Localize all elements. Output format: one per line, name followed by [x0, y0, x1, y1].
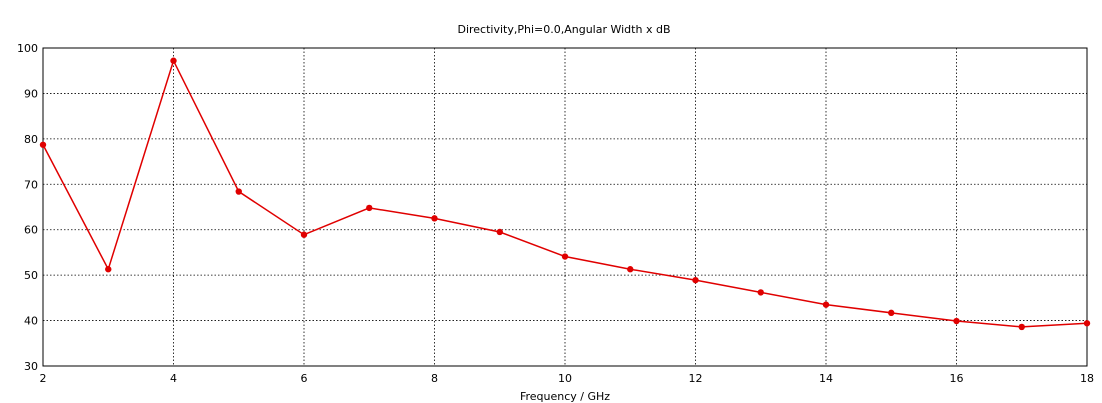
x-tick-label: 12 — [689, 372, 703, 385]
y-tick-label: 30 — [24, 360, 38, 373]
data-point — [105, 266, 112, 273]
y-tick-label: 90 — [24, 87, 38, 100]
y-tick-label: 80 — [24, 133, 38, 146]
x-tick-label: 14 — [819, 372, 833, 385]
x-axis-label: Frequency / GHz — [520, 390, 610, 403]
x-tick-label: 10 — [558, 372, 572, 385]
data-point — [1083, 320, 1091, 327]
data-point — [888, 309, 895, 317]
data-point — [692, 276, 699, 284]
data-point — [300, 231, 308, 238]
y-tick-labels: 30 40 50 60 70 80 90 100 — [17, 42, 38, 373]
x-tick-label: 2 — [40, 372, 47, 385]
data-point — [627, 266, 634, 273]
data-point — [953, 317, 960, 325]
y-tick-label: 100 — [17, 42, 38, 55]
data-point — [39, 141, 47, 148]
data-point — [366, 204, 373, 212]
x-tick-label: 6 — [301, 372, 308, 385]
data-point — [496, 228, 503, 236]
chart-title: Directivity,Phi=0.0,Angular Width x dB — [457, 23, 670, 36]
grid-lines — [43, 48, 1087, 366]
data-point — [235, 188, 242, 195]
x-tick-label: 8 — [431, 372, 438, 385]
data-point — [757, 289, 764, 296]
y-tick-label: 40 — [24, 315, 38, 328]
plot-area-frame — [42, 47, 1088, 367]
y-tick-label: 70 — [24, 178, 38, 191]
data-points — [39, 57, 1091, 331]
data-point — [822, 301, 830, 308]
x-tick-label: 16 — [950, 372, 964, 385]
data-point — [561, 253, 569, 260]
data-point — [1018, 323, 1025, 331]
y-tick-label: 60 — [24, 224, 38, 237]
data-point — [170, 57, 177, 64]
x-tick-labels: 2 4 6 8 10 12 14 16 18 — [40, 372, 1095, 385]
x-tick-label: 18 — [1080, 372, 1094, 385]
y-tick-label: 50 — [24, 269, 38, 282]
x-tick-label: 4 — [170, 372, 177, 385]
data-point — [431, 215, 438, 222]
